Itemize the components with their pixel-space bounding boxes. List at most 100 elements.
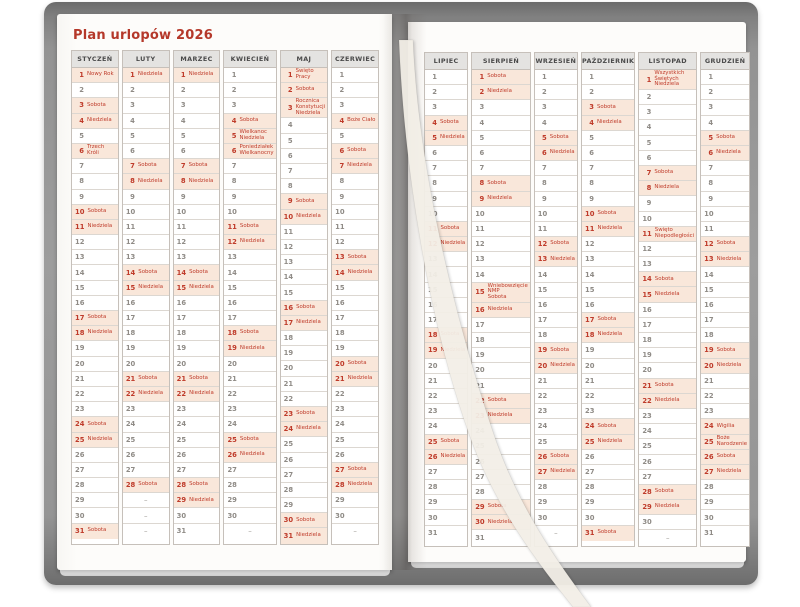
day-cell: 10 [701, 207, 750, 222]
day-cell: 24 [122, 417, 169, 433]
day-label: Sobota [188, 162, 208, 169]
day-number: 29 [227, 496, 237, 505]
day-cell: 7 Sobota [639, 165, 697, 182]
day-cell: 22 Niedziela [639, 393, 697, 409]
day-number: 6 [646, 153, 652, 162]
day-number: 20 [335, 359, 345, 368]
day-number: 25 [584, 437, 595, 446]
day-number: 23 [642, 412, 652, 421]
day-number: 2 [479, 88, 485, 97]
day-label: Sobota [597, 316, 617, 323]
day-cell: 26 [122, 448, 169, 463]
day-number: 12 [227, 238, 237, 247]
day-number: 22 [475, 396, 485, 405]
day-cell: 14 Niedziela [332, 265, 378, 281]
day-number: 9 [542, 194, 547, 203]
day-number: 20 [642, 366, 652, 375]
day-cell: 27 [72, 463, 118, 479]
day-number: 1 [130, 71, 135, 80]
day-cell: 8 [224, 174, 276, 190]
day-cell: 30 [72, 508, 118, 524]
day-cell: 23 [332, 402, 378, 418]
day-label: Niedziela [87, 116, 112, 123]
day-number: 16 [537, 300, 548, 309]
day-number: 27 [537, 467, 548, 476]
day-label: Niedziela [487, 88, 512, 95]
day-cell: 20 [122, 357, 169, 372]
day-label: Sobota [295, 197, 315, 204]
day-cell: 13 [581, 252, 635, 268]
day-cell: 18 [173, 326, 220, 342]
day-number: 31 [584, 529, 595, 538]
day-cell: 8 [280, 179, 328, 195]
day-number: 25 [283, 440, 294, 449]
day-cell: 22 [425, 389, 468, 405]
day-label: Święto Niepodległości [654, 227, 695, 239]
day-number: 3 [479, 103, 485, 112]
day-cell: 30 Sobota [280, 513, 328, 529]
day-label: Poniedziałek Wielkanocny [239, 144, 274, 157]
day-cell: 9 [425, 192, 468, 207]
day-number: 25 [642, 442, 652, 451]
day-number: 12 [642, 244, 652, 253]
day-cell: 3 [224, 98, 276, 114]
day-cell: 13 Niedziela [534, 252, 577, 268]
day-number: 31 [704, 529, 714, 538]
day-number: 19 [704, 346, 714, 355]
day-cell: 10 [534, 207, 577, 222]
day-cell: 26 [280, 453, 328, 468]
day-number: 17 [584, 316, 595, 325]
day-number: 24 [642, 427, 652, 436]
day-cell: 7 [224, 159, 276, 175]
day-number: 6 [79, 147, 84, 156]
day-cell: 4 [280, 118, 328, 134]
day-cell: 18 [280, 331, 328, 347]
day-number: 5 [479, 133, 485, 142]
day-number: 6 [339, 147, 345, 156]
day-number: 16 [176, 298, 187, 307]
day-cell: 28 Sobota [173, 478, 220, 494]
day-cell: 27 [173, 463, 220, 479]
day-cell: 24 [472, 424, 530, 440]
day-cell: 8 [581, 176, 635, 192]
day-number: 10 [125, 207, 136, 216]
day-number: 17 [704, 316, 714, 325]
day-cell: 17 [639, 318, 697, 334]
day-label: Niedziela [296, 319, 321, 326]
day-cell: 5 [72, 129, 118, 144]
day-cell: 22 Niedziela [173, 386, 220, 403]
day-number: 25 [537, 437, 548, 446]
day-number: 1 [708, 73, 714, 82]
day-number: 14 [75, 268, 85, 277]
day-cell: 12 Niedziela [224, 235, 276, 251]
day-number: 16 [283, 303, 294, 312]
day-label: Sobota [716, 346, 736, 353]
day-cell: 8 [534, 176, 577, 192]
day-label: Niedziela [296, 425, 321, 432]
day-cell: 9 [534, 192, 577, 207]
day-cell: 6 Trzech Króli [72, 143, 118, 160]
day-cell: 22 [701, 389, 750, 405]
day-label: Sobota [138, 375, 158, 381]
day-cell: 1 Niedziela [122, 68, 169, 84]
day-number: 12 [428, 240, 438, 249]
day-number: 23 [475, 412, 485, 421]
day-number: 23 [704, 407, 714, 416]
day-label: Niedziela [239, 450, 265, 457]
day-cell: 27 [581, 465, 635, 481]
day-cell: 21 Sobota [173, 371, 220, 387]
day-number: 23 [75, 405, 85, 414]
day-number: 16 [335, 298, 345, 307]
day-cell: 29 [534, 495, 577, 511]
day-cell: 26 [332, 448, 378, 463]
day-number: 4 [130, 116, 135, 125]
day-cell: 8 Sobota [472, 176, 530, 192]
day-number: 25 [227, 435, 237, 444]
day-number: 28 [584, 483, 595, 492]
day-cell: 23 [72, 402, 118, 418]
day-number: 30 [75, 511, 85, 520]
day-number: 17 [537, 316, 548, 325]
day-cell: 20 Niedziela [701, 358, 750, 374]
day-number: 5 [646, 138, 652, 147]
day-number: 2 [231, 86, 237, 95]
